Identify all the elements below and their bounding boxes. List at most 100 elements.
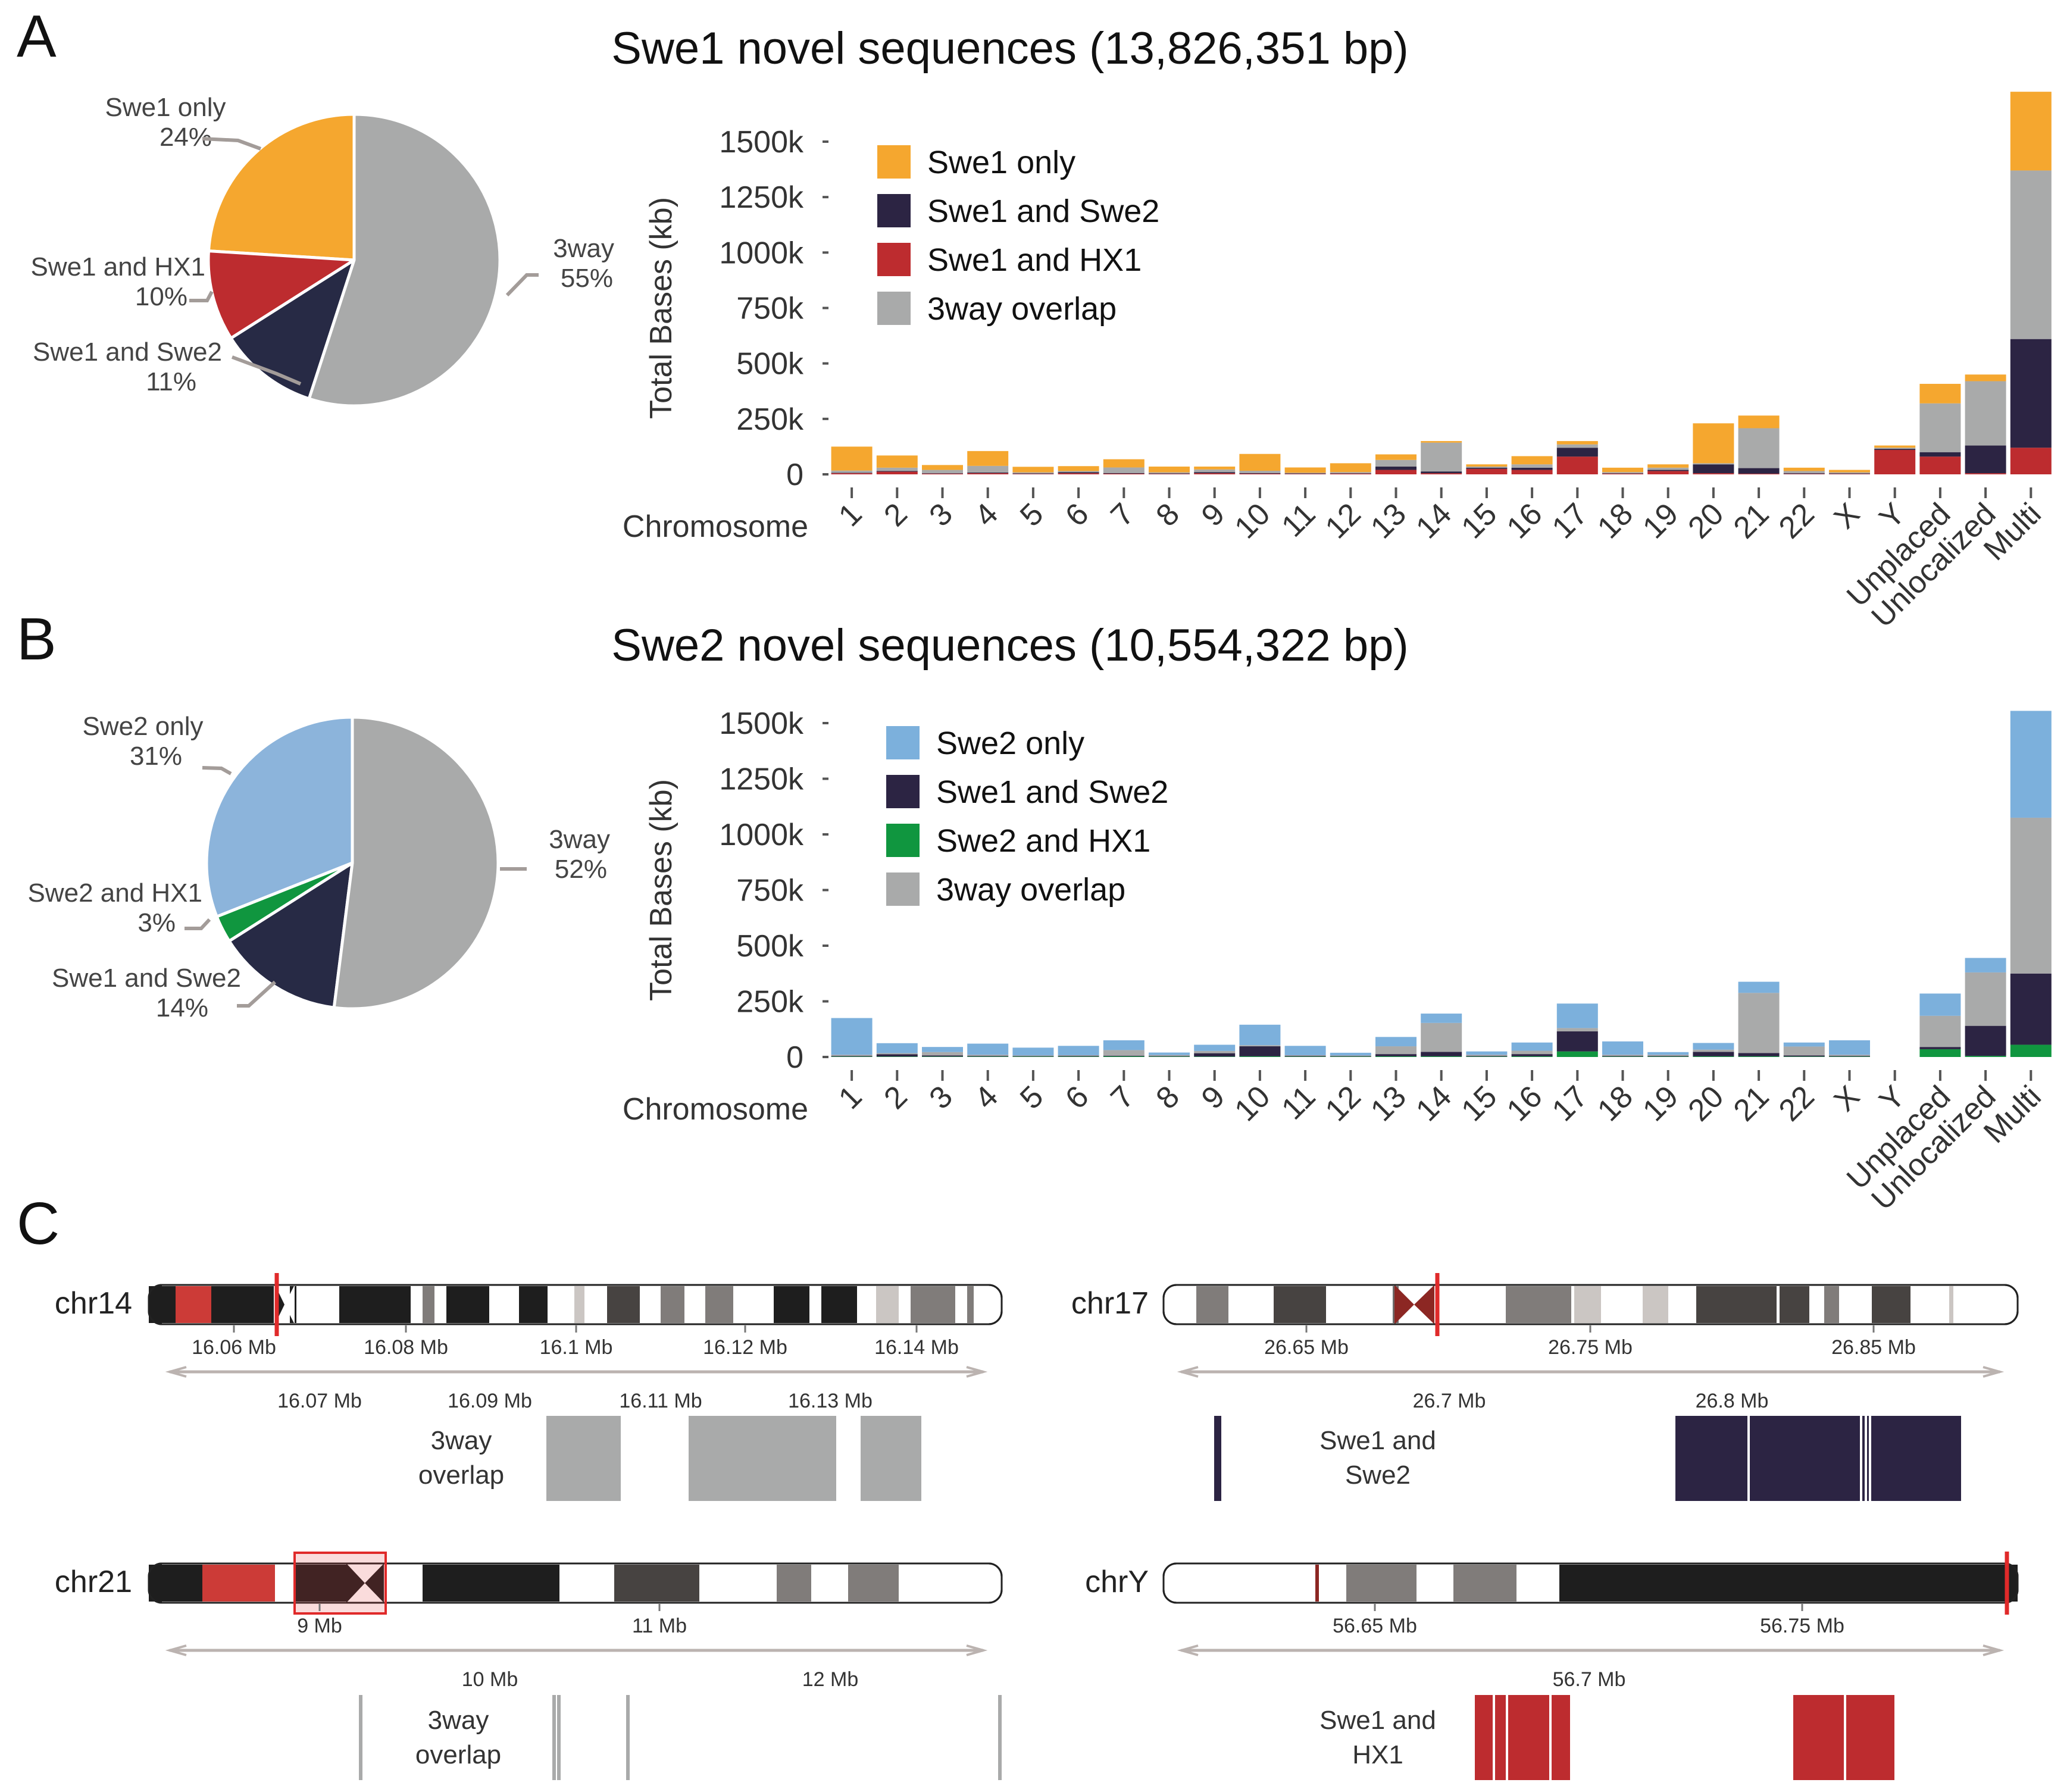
- cytoband: [821, 1286, 857, 1323]
- bar-segment-3way-overlap: [1602, 472, 1643, 474]
- y-tick-label: 250k: [736, 985, 804, 1019]
- pie-label-swe2-and-hx1: Swe2 and HX1: [27, 878, 202, 908]
- track-label: HX1: [1352, 1740, 1403, 1769]
- cytoband: [1824, 1286, 1839, 1323]
- track-gap: [1865, 1416, 1867, 1501]
- bar-segment-swe2-and-hx1: [1012, 1056, 1054, 1057]
- pie-label-swe1-and-hx1: Swe1 and HX1: [30, 252, 205, 282]
- bar-segment-swe1-and-swe2: [1421, 471, 1462, 474]
- bar-segment-3way-overlap: [922, 470, 963, 474]
- x-tick-label: 12: [1319, 1079, 1368, 1128]
- bar-segment-swe1-and-swe2: [1783, 1055, 1825, 1057]
- bar-segment-swe1-and-swe2: [1103, 473, 1145, 474]
- track-block: [1475, 1695, 1570, 1780]
- legend-label-swe1-and-hx1: Swe1 and HX1: [927, 242, 1142, 278]
- x-tick-label: 7: [1104, 1079, 1140, 1115]
- pie-slice-swe2-only: [205, 715, 354, 918]
- bar-segment-3way-overlap: [1647, 467, 1689, 470]
- pie-pct-swe1-and-hx1: 10%: [135, 282, 187, 311]
- y-tick-label: 250k: [736, 402, 804, 437]
- bar-segment-swe1-and-swe2: [1602, 473, 1643, 474]
- bar-segment-3way-overlap: [1194, 469, 1236, 473]
- cytoband: [705, 1286, 733, 1323]
- cytoband: [1506, 1286, 1571, 1323]
- x-tick-label: 21: [1727, 1079, 1776, 1128]
- bar-segment-swe1-and-swe2: [1919, 1047, 1961, 1049]
- bar-segment-3way-overlap: [1738, 428, 1780, 468]
- region-highlight: [293, 1552, 387, 1615]
- pie-leader-line: [185, 918, 211, 930]
- bar-segment-swe1-only: [1738, 415, 1780, 429]
- bar-segment-swe1-and-swe2: [1194, 472, 1236, 474]
- bar-segment-swe2-only: [1284, 1046, 1326, 1056]
- bar-segment-swe2-only: [1012, 1047, 1054, 1056]
- bar-segment-swe2-and-hx1: [967, 1056, 1009, 1057]
- y-tick-label: 0: [786, 458, 803, 492]
- scale-label: 16.11 Mb: [619, 1390, 702, 1412]
- bar-segment-3way-overlap: [1012, 1055, 1054, 1056]
- track-label: overlap: [415, 1740, 501, 1769]
- bar-segment-swe2-and-hx1: [1058, 1056, 1099, 1057]
- bar-segment-3way-overlap: [1421, 442, 1462, 472]
- bar-segment-3way-overlap: [2010, 170, 2052, 339]
- bar-segment-swe1-and-swe2: [1239, 1046, 1281, 1056]
- track-label: Swe1 and: [1319, 1706, 1436, 1735]
- cytoband: [607, 1286, 640, 1323]
- cytoband: [661, 1286, 684, 1323]
- bar-segment-3way-overlap: [876, 1053, 918, 1055]
- track-block: [689, 1416, 836, 1501]
- bar-segment-swe2-and-hx1: [1511, 1056, 1553, 1057]
- cytoband: [1780, 1286, 1809, 1323]
- bar-segment-swe1-only: [1284, 467, 1326, 473]
- bar-segment-3way-overlap: [1330, 1055, 1371, 1056]
- x-tick-label: 19: [1636, 496, 1685, 545]
- scale-label: 56.75 Mb: [1760, 1615, 1844, 1637]
- bar-segment-swe1-only: [1693, 423, 1734, 464]
- track-label: Swe1 and: [1319, 1426, 1436, 1455]
- scale-label: 16.08 Mb: [364, 1336, 448, 1359]
- x-tick-label: 3: [923, 496, 959, 533]
- pie-slice-swe1-and-swe2: [227, 861, 354, 1009]
- bar-segment-swe2-and-hx1: [1466, 1056, 1508, 1057]
- scale-label: 26.7 Mb: [1413, 1390, 1486, 1412]
- bar-segment-3way-overlap: [967, 465, 1009, 473]
- bar-segment-swe1-only: [1647, 464, 1689, 468]
- cytoband: [1196, 1286, 1228, 1323]
- x-tick-label: 11: [1275, 496, 1322, 543]
- bar-segment-swe1-and-swe2: [1375, 1054, 1417, 1056]
- bar-segment-3way-overlap: [1103, 467, 1145, 473]
- x-tick-label: 20: [1681, 1079, 1730, 1128]
- y-tick-label: 0: [786, 1040, 803, 1075]
- x-tick-label: 12: [1319, 496, 1368, 545]
- bar-segment-swe1-only: [922, 465, 963, 470]
- bar-segment-3way-overlap: [1783, 1046, 1825, 1056]
- panel-letter-a: A: [17, 3, 57, 70]
- pie-slice-3way: [332, 715, 500, 1011]
- bar-segment-swe1-and-swe2: [922, 473, 963, 474]
- bar-segment-swe2-only: [2010, 711, 2052, 818]
- bar-segment-swe1-and-swe2: [1149, 1056, 1190, 1057]
- x-tick-label: 14: [1409, 1079, 1458, 1128]
- bar-segment-swe1-and-swe2: [1965, 1025, 2006, 1056]
- track-block: [998, 1695, 1002, 1780]
- bar-segment-swe1-only: [1239, 454, 1281, 471]
- bar-segment-swe1-and-hx1: [2010, 448, 2052, 474]
- bar-segment-swe1-only: [876, 455, 918, 468]
- bar-segment-swe2-and-hx1: [1783, 1056, 1825, 1057]
- panel-letter-b: B: [17, 606, 57, 673]
- bar-segment-swe2-only: [1194, 1044, 1236, 1051]
- centromere: [346, 1563, 365, 1603]
- bar-segment-3way-overlap: [1919, 403, 1961, 452]
- x-tick-label: 4: [968, 1079, 1005, 1115]
- x-tick-label: 18: [1591, 1079, 1640, 1128]
- scale-label: 16.07 Mb: [277, 1390, 362, 1412]
- x-tick-label: 18: [1591, 496, 1640, 545]
- bar-segment-3way-overlap: [1239, 1045, 1281, 1047]
- bar-segment-swe2-only: [1919, 993, 1961, 1016]
- chromosome-cap: [149, 1286, 162, 1324]
- bar-segment-swe2-only: [1965, 958, 2006, 972]
- bar-segment-swe2-and-hx1: [1919, 1049, 1961, 1057]
- bar-chart-b: Swe2 novel sequences (10,554,322 bp) Tota…: [611, 620, 2052, 1217]
- x-tick-label: 9: [1195, 496, 1231, 533]
